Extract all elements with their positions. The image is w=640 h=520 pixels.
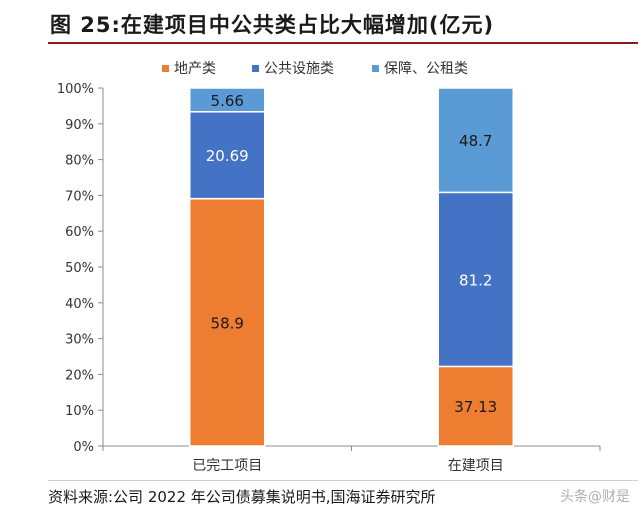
source-note: 资料来源:公司 2022 年公司债募集说明书,国海证券研究所 — [48, 488, 436, 506]
legend-label-2: 保障、公租类 — [384, 61, 468, 77]
bar-segment-0-2 — [189, 87, 266, 113]
data-label-0-0: 58.9 — [211, 314, 244, 332]
data-label-0-2: 5.66 — [211, 92, 244, 110]
y-tick-label: 100% — [57, 82, 94, 97]
y-tick-label: 0% — [73, 440, 94, 455]
chart-title: 图 25:在建项目中公共类占比大幅增加(亿元) — [50, 13, 495, 37]
bar-segment-1-0 — [437, 365, 514, 447]
bar-segment-1-1 — [437, 191, 514, 368]
y-tick-label: 70% — [65, 189, 94, 204]
bar-segment-1-2 — [437, 87, 514, 194]
y-tick-label: 60% — [65, 225, 94, 240]
stacked-bar-chart: 地产类 公共设施类 保障、公租类 0% 10% 20% 30% 40% 50% 60% 70% 80%… — [57, 61, 601, 474]
y-tick-label: 40% — [65, 297, 94, 312]
legend-swatch-2 — [372, 65, 379, 72]
data-label-1-2: 48.7 — [459, 132, 492, 150]
data-label-1-0: 37.13 — [454, 398, 497, 416]
title-bar: 图 25:在建项目中公共类占比大幅增加(亿元) — [0, 0, 640, 44]
footer-divider — [48, 480, 638, 481]
data-label-0-1: 20.69 — [206, 147, 249, 165]
legend-label-0: 地产类 — [174, 61, 216, 77]
watermark: 头条@财是 — [560, 489, 630, 505]
legend-label-1: 公共设施类 — [264, 61, 334, 77]
y-tick-label: 10% — [65, 404, 94, 419]
y-tick-label: 30% — [65, 333, 94, 348]
legend-swatch-0 — [162, 65, 169, 72]
data-label-1-1: 81.2 — [459, 271, 492, 289]
title-underline — [48, 42, 638, 44]
bar-segment-0-0 — [189, 197, 266, 447]
y-tick-label: 50% — [65, 261, 94, 276]
y-tick-label: 20% — [65, 368, 94, 383]
y-tick-label: 90% — [65, 118, 94, 133]
x-tick-label: 已完工项目 — [192, 458, 262, 474]
legend-swatch-1 — [252, 65, 259, 72]
bar-segment-0-1 — [189, 111, 266, 200]
y-tick-label: 80% — [65, 154, 94, 169]
x-tick-label: 在建项目 — [448, 458, 504, 474]
